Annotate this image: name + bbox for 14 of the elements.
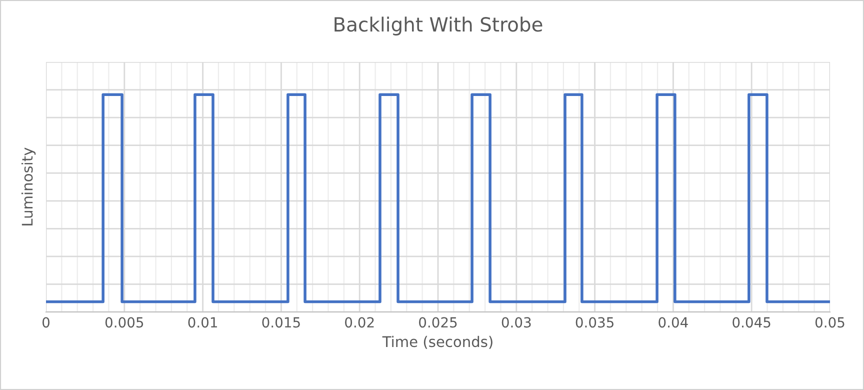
chart-title: Backlight With Strobe xyxy=(334,16,542,36)
x-tick-label: 0.04 xyxy=(658,317,688,328)
x-tick-label: 0 xyxy=(42,317,50,328)
x-tick-label: 0.02 xyxy=(345,317,374,328)
x-tick-label: 0.015 xyxy=(262,317,300,328)
x-axis-title: Time (seconds) xyxy=(382,336,492,349)
x-tick-label: 0.005 xyxy=(105,317,144,328)
x-tick-label: 0.03 xyxy=(502,317,531,328)
x-tick-label: 0.01 xyxy=(188,317,217,328)
x-tick-label: 0.025 xyxy=(419,317,457,328)
y-axis-title: Luminosity xyxy=(21,148,36,226)
x-tick-label: 0.035 xyxy=(576,317,614,328)
x-tick-label: 0.05 xyxy=(815,317,844,328)
x-tick-label: 0.045 xyxy=(732,317,770,328)
